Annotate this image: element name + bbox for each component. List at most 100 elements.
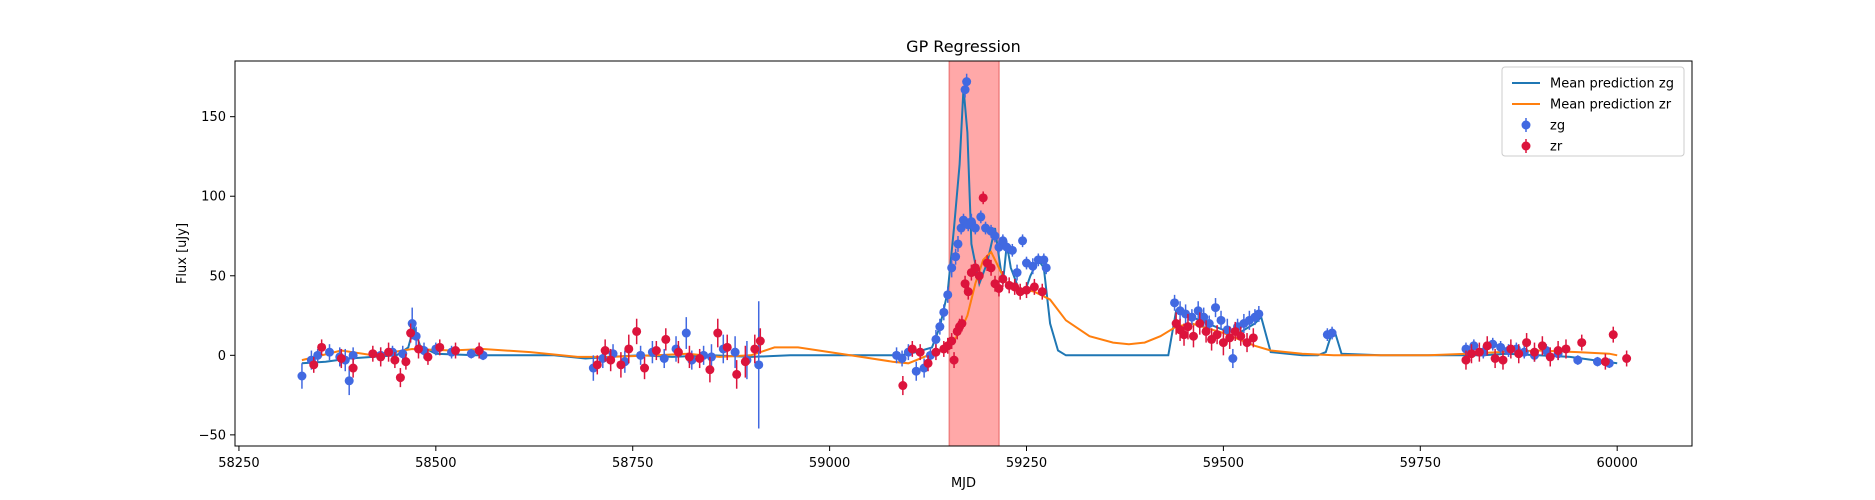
data-point [907, 344, 917, 354]
data-point [1461, 355, 1471, 365]
data-point [640, 363, 650, 373]
legend-item: zr [1521, 139, 1563, 155]
y-tick-label: 100 [201, 190, 226, 205]
data-point [376, 352, 386, 362]
data-point [414, 344, 424, 354]
y-axis-ticks: −50 0 50 100 150 [199, 110, 235, 443]
x-tick-label: 59250 [1006, 456, 1047, 471]
data-point [1216, 315, 1226, 325]
data-point [1482, 341, 1492, 351]
data-point [951, 252, 961, 262]
data-point [313, 350, 323, 360]
y-tick-label: −50 [199, 428, 226, 443]
data-point [1222, 325, 1232, 335]
data-point [732, 369, 742, 379]
legend-label: zg [1550, 119, 1565, 134]
data-point [695, 354, 705, 363]
data-point [1228, 354, 1238, 363]
data-point [931, 334, 941, 344]
data-point [659, 354, 669, 363]
data-point [1179, 330, 1189, 340]
data-point [336, 354, 346, 363]
data-point [986, 263, 996, 273]
data-point [705, 365, 715, 375]
data-point [974, 271, 984, 281]
data-point [722, 342, 732, 352]
data-point [297, 371, 307, 381]
data-point [713, 328, 723, 338]
data-point [451, 346, 461, 356]
data-point [1242, 338, 1252, 348]
data-point [978, 193, 988, 203]
x-axis-label: MJD [951, 476, 976, 491]
data-point [1466, 349, 1476, 359]
data-point [1225, 333, 1235, 343]
data-point [407, 319, 417, 328]
data-point [915, 347, 925, 357]
legend-item: Mean prediction zg [1512, 77, 1674, 92]
data-point [1183, 322, 1193, 332]
data-point [1496, 342, 1506, 352]
data-point [1037, 287, 1047, 297]
data-point [755, 336, 765, 346]
data-point [1506, 344, 1516, 354]
data-point [348, 350, 358, 360]
data-point [390, 355, 400, 365]
series-zr [309, 191, 1632, 396]
data-point [1039, 255, 1049, 265]
observation-points [297, 73, 1632, 429]
legend: Mean prediction zg Mean prediction zr zg zr [1501, 66, 1685, 157]
data-point [624, 344, 634, 354]
legend-item: Mean prediction zr [1512, 98, 1672, 113]
legend-label: Mean prediction zr [1550, 98, 1672, 113]
data-point [616, 360, 626, 370]
data-point [947, 336, 957, 346]
data-point [1170, 298, 1180, 308]
data-point [1529, 347, 1539, 357]
data-point [750, 344, 760, 354]
data-point [325, 347, 335, 357]
data-point [474, 346, 484, 356]
data-point [1498, 355, 1508, 365]
data-point [898, 381, 908, 391]
data-point [384, 347, 394, 357]
data-point [1622, 354, 1632, 363]
data-point [960, 85, 970, 95]
data-point [754, 360, 764, 370]
data-point [398, 349, 408, 359]
data-point [706, 352, 716, 362]
data-point [911, 366, 921, 376]
data-point [1041, 263, 1051, 273]
legend-label: zr [1550, 140, 1563, 155]
data-point [1028, 261, 1038, 271]
data-point [957, 319, 967, 328]
data-point [897, 354, 907, 363]
data-point [970, 263, 980, 273]
x-tick-label: 59000 [809, 456, 850, 471]
legend-marker [1521, 120, 1531, 130]
x-tick-label: 59500 [1203, 456, 1244, 471]
y-axis-label: Flux [uJy] [175, 223, 190, 284]
data-point [1490, 354, 1500, 363]
data-point [1553, 346, 1563, 356]
data-point [466, 349, 476, 359]
legend-marker [1521, 141, 1531, 151]
data-point [1248, 333, 1258, 343]
data-point [962, 77, 972, 87]
legend-label: Mean prediction zg [1550, 77, 1674, 92]
data-point [1561, 344, 1571, 354]
data-point [651, 346, 661, 356]
data-point [1327, 328, 1337, 338]
data-point [1195, 319, 1205, 328]
data-point [947, 263, 957, 273]
data-point [1577, 338, 1587, 348]
data-point [970, 223, 980, 233]
data-point [423, 352, 433, 362]
data-point [435, 342, 445, 352]
data-point [632, 326, 642, 336]
legend-box [1501, 66, 1685, 157]
data-point [1254, 309, 1264, 319]
data-point [406, 328, 416, 338]
x-axis-ticks: 58250 58500 58750 59000 59250 59500 59750 60000 [218, 446, 1638, 471]
x-tick-label: 60000 [1597, 456, 1638, 471]
